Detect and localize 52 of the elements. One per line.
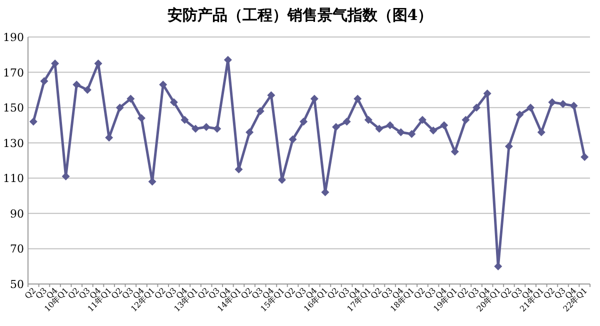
y-tick-label: 90: [10, 207, 24, 220]
point: [202, 122, 210, 131]
y-tick-label: 110: [3, 172, 24, 186]
y-tick-label: 70: [10, 242, 24, 256]
y-tick-label: 190: [3, 31, 24, 44]
point: [418, 116, 426, 124]
y-tick-label: 50: [10, 278, 24, 291]
point: [483, 89, 492, 98]
point: [213, 124, 222, 133]
point: [342, 118, 351, 126]
point: [570, 102, 578, 110]
point: [332, 122, 340, 131]
point: [375, 124, 384, 133]
point: [462, 116, 470, 124]
point: [246, 128, 254, 136]
point: [364, 116, 372, 124]
x-tick-label: Q3: [466, 286, 481, 301]
point: [450, 148, 459, 156]
point: [580, 152, 589, 161]
point: [440, 121, 448, 130]
point: [288, 135, 297, 144]
x-tick-label: Q2: [326, 286, 340, 301]
point: [548, 98, 556, 106]
y-tick-label: 130: [3, 136, 24, 150]
point: [126, 94, 135, 103]
point: [386, 121, 394, 130]
point: [429, 126, 438, 135]
point: [537, 128, 546, 136]
point: [72, 80, 81, 89]
point: [396, 128, 405, 136]
chart-title: 安防产品（工程）销售景气指数（图4）: [167, 6, 433, 24]
point: [354, 94, 362, 103]
point: [504, 142, 513, 150]
point: [516, 110, 524, 119]
point: [300, 118, 308, 126]
x-tick-label: Q3: [380, 286, 394, 301]
y-tick-label: 170: [3, 66, 24, 80]
point: [256, 107, 264, 116]
point: [116, 104, 124, 112]
point: [170, 98, 178, 106]
point: [558, 100, 567, 108]
point: [526, 104, 535, 112]
point: [137, 114, 146, 122]
point: [29, 118, 38, 126]
x-tick-label: Q2: [239, 286, 254, 301]
y-tick-label: 150: [3, 102, 24, 115]
point: [408, 130, 416, 138]
point: [192, 124, 200, 133]
point: [40, 77, 48, 86]
point: [180, 116, 189, 124]
point: [472, 104, 481, 112]
point: [83, 86, 92, 94]
